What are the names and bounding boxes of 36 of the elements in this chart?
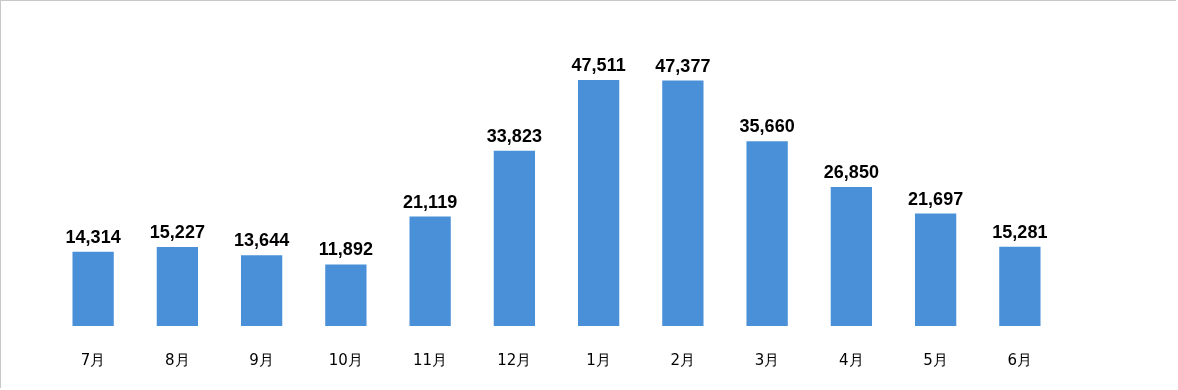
data-label: 13,644 xyxy=(234,230,290,251)
x-tick-label: 6月 xyxy=(1007,350,1033,369)
x-tick-label: 11月 xyxy=(413,350,448,369)
bar xyxy=(746,141,788,326)
data-label: 47,377 xyxy=(655,55,711,76)
data-label: 33,823 xyxy=(486,125,542,146)
bar xyxy=(409,216,451,326)
x-tick-label: 12月 xyxy=(497,350,532,369)
x-tick-label: 3月 xyxy=(754,350,780,369)
x-tick-label: 7月 xyxy=(80,350,106,369)
x-tick-label: 1月 xyxy=(586,350,611,369)
data-label: 21,119 xyxy=(403,191,458,212)
data-label: 26,850 xyxy=(823,161,879,182)
data-label: 15,227 xyxy=(149,222,205,243)
bar xyxy=(72,251,114,326)
bar xyxy=(577,79,620,326)
bar xyxy=(662,80,704,326)
data-label: 11,892 xyxy=(318,239,373,260)
bar xyxy=(325,264,367,326)
x-tick-label: 9月 xyxy=(249,350,274,369)
data-label: 35,660 xyxy=(739,116,795,137)
data-label: 14,314 xyxy=(65,226,121,247)
bar xyxy=(999,246,1041,326)
bar xyxy=(914,213,957,326)
x-tick-label: 10月 xyxy=(328,350,363,369)
bar xyxy=(156,247,199,326)
x-tick-label: 5月 xyxy=(923,350,948,369)
data-label: 15,281 xyxy=(992,221,1048,242)
x-tick-label: 2月 xyxy=(670,350,696,369)
data-label: 47,511 xyxy=(571,54,626,75)
bar xyxy=(240,255,283,326)
x-tick-label: 4月 xyxy=(839,350,864,369)
bar xyxy=(493,150,536,326)
bar xyxy=(830,186,873,326)
x-tick-label: 8月 xyxy=(165,350,190,369)
data-label: 21,697 xyxy=(908,188,964,209)
